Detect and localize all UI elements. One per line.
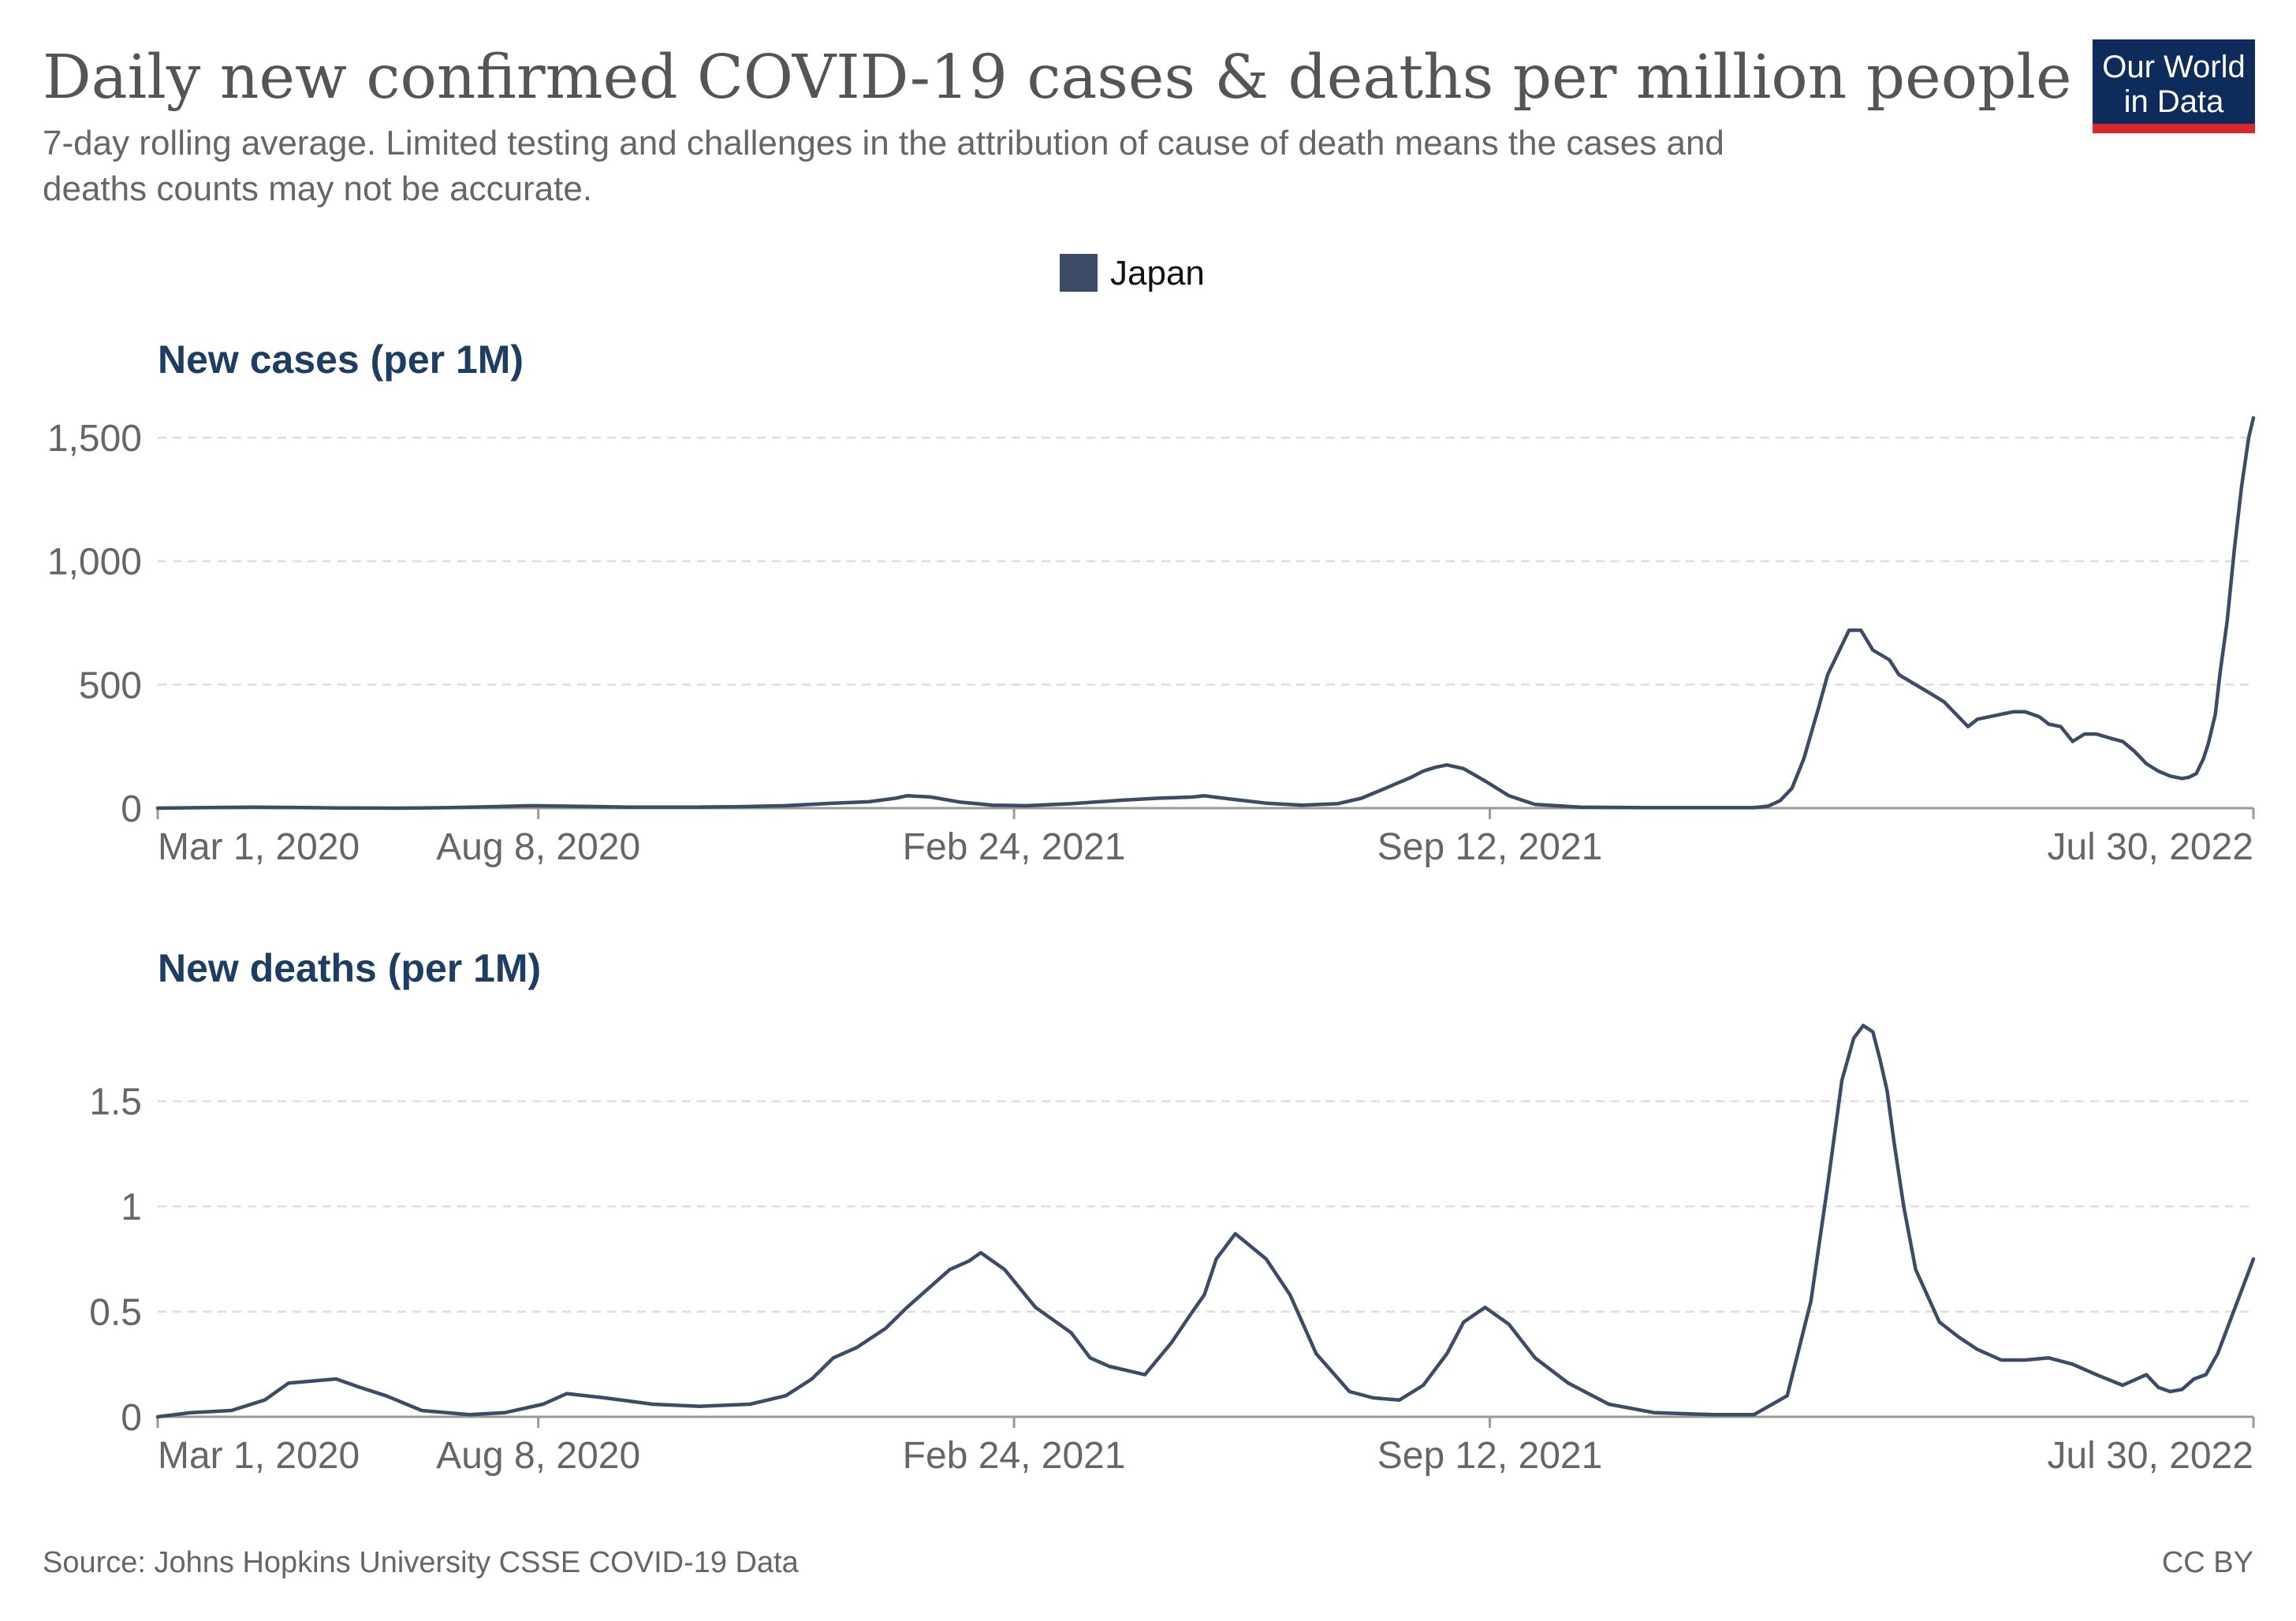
deaths-y-axis: 0 0.5 1 1.5 [89, 1082, 142, 1439]
logo-line1: Our World [2102, 50, 2246, 84]
cases-panel-title: New cases (per 1M) [158, 337, 524, 382]
chart-subtitle-line1: 7-day rolling average. Limited testing a… [43, 124, 1724, 162]
deaths-panel-title: New deaths (per 1M) [158, 946, 541, 990]
cases-panel: New cases (per 1M) 0 500 1,000 1,500 Mar 1,… [47, 337, 2256, 868]
x-tick-label: Feb 24, 2021 [903, 826, 1126, 868]
chart-subtitle-line2: deaths counts may not be accurate. [43, 170, 592, 208]
cases-y-axis: 0 500 1,000 1,500 [47, 418, 142, 830]
y-tick-label: 0.5 [89, 1292, 142, 1334]
y-tick-label: 1,500 [47, 418, 142, 460]
y-tick-label: 0 [121, 1397, 142, 1439]
deaths-panel: New deaths (per 1M) 0 0.5 1 1.5 Mar 1, 2020… [89, 946, 2256, 1477]
y-tick-label: 0 [121, 788, 142, 830]
y-tick-label: 500 [79, 665, 142, 706]
series-line-japan[interactable] [155, 415, 2256, 810]
x-tick-label: Mar 1, 2020 [158, 826, 360, 868]
legend-swatch-japan [1060, 254, 1098, 292]
cases-series [155, 415, 2256, 810]
x-tick-label: Feb 24, 2021 [903, 1435, 1126, 1477]
x-tick-label: Aug 8, 2020 [436, 1435, 640, 1477]
x-tick-label: Aug 8, 2020 [436, 826, 640, 868]
source-note: Source: Johns Hopkins University CSSE CO… [43, 1546, 800, 1579]
deaths-series [155, 1023, 2256, 1419]
logo-line2: in Data [2124, 84, 2224, 119]
y-tick-label: 1 [121, 1187, 142, 1228]
series-line-japan[interactable] [155, 1023, 2256, 1419]
legend-label-japan: Japan [1110, 254, 1205, 293]
cases-x-axis: Mar 1, 2020 Aug 8, 2020 Feb 24, 2021 Sep 12… [156, 807, 2255, 868]
legend[interactable]: Japan [1060, 254, 1205, 293]
logo-background [2093, 39, 2255, 124]
owid-logo[interactable]: Our World in Data [2093, 39, 2255, 133]
deaths-gridlines [158, 1100, 2253, 1313]
x-tick-label: Jul 30, 2022 [2047, 826, 2253, 868]
deaths-x-axis: Mar 1, 2020 Aug 8, 2020 Feb 24, 2021 Sep 12… [156, 1415, 2255, 1477]
y-tick-label: 1.5 [89, 1082, 142, 1124]
chart-title: Daily new confirmed COVID-19 cases & dea… [43, 43, 2072, 113]
x-tick-label: Sep 12, 2021 [1377, 1435, 1603, 1477]
logo-accent-bar [2093, 124, 2255, 133]
x-tick-label: Jul 30, 2022 [2047, 1435, 2253, 1477]
license-label[interactable]: CC BY [2162, 1546, 2253, 1579]
y-tick-label: 1,000 [47, 542, 142, 583]
x-tick-label: Mar 1, 2020 [158, 1435, 360, 1477]
x-tick-label: Sep 12, 2021 [1377, 826, 1603, 868]
cases-gridlines [158, 436, 2253, 686]
